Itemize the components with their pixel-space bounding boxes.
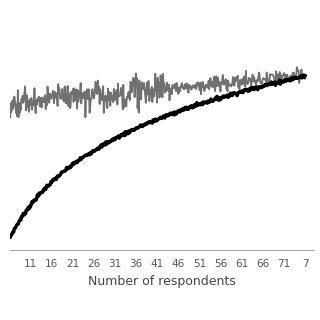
X-axis label: Number of respondents: Number of respondents (88, 275, 236, 288)
